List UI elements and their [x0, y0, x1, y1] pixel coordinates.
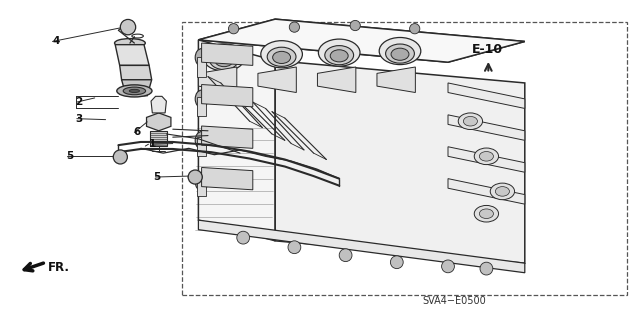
- Ellipse shape: [458, 113, 483, 130]
- Text: SVA4−E0500: SVA4−E0500: [422, 296, 486, 307]
- Polygon shape: [197, 97, 206, 116]
- Polygon shape: [377, 67, 415, 93]
- Ellipse shape: [319, 39, 360, 66]
- Polygon shape: [202, 167, 253, 190]
- Polygon shape: [198, 19, 525, 62]
- Polygon shape: [151, 96, 166, 113]
- Polygon shape: [147, 113, 171, 131]
- Ellipse shape: [474, 148, 499, 165]
- Polygon shape: [197, 137, 206, 156]
- Ellipse shape: [195, 49, 208, 66]
- Circle shape: [188, 170, 202, 184]
- Ellipse shape: [117, 85, 152, 97]
- Ellipse shape: [210, 50, 239, 70]
- Polygon shape: [202, 126, 253, 148]
- Polygon shape: [317, 67, 356, 93]
- Text: 4: 4: [52, 36, 60, 47]
- Circle shape: [410, 24, 420, 34]
- Polygon shape: [448, 83, 525, 108]
- Text: FR.: FR.: [48, 261, 70, 274]
- Ellipse shape: [195, 173, 208, 191]
- Polygon shape: [448, 147, 525, 172]
- Ellipse shape: [268, 47, 296, 66]
- Polygon shape: [448, 115, 525, 140]
- Text: 2: 2: [76, 97, 83, 107]
- Ellipse shape: [325, 46, 354, 65]
- Text: 5: 5: [154, 172, 161, 182]
- Circle shape: [480, 262, 493, 275]
- Polygon shape: [150, 131, 167, 146]
- Circle shape: [228, 24, 239, 34]
- Ellipse shape: [204, 44, 245, 71]
- Polygon shape: [258, 67, 296, 93]
- Ellipse shape: [385, 44, 415, 63]
- Text: 6: 6: [133, 127, 140, 137]
- Ellipse shape: [215, 55, 233, 67]
- Ellipse shape: [115, 39, 145, 48]
- Polygon shape: [198, 67, 237, 93]
- Circle shape: [350, 20, 360, 31]
- Circle shape: [288, 241, 301, 254]
- Text: 3: 3: [76, 114, 83, 124]
- Text: 1: 1: [148, 139, 156, 149]
- Ellipse shape: [479, 209, 493, 219]
- Circle shape: [390, 256, 403, 269]
- Ellipse shape: [195, 90, 208, 108]
- Circle shape: [113, 150, 127, 164]
- Text: E-10: E-10: [472, 43, 504, 56]
- Polygon shape: [202, 85, 253, 107]
- Circle shape: [237, 231, 250, 244]
- Text: 5: 5: [66, 151, 73, 161]
- Ellipse shape: [129, 89, 140, 93]
- Ellipse shape: [474, 205, 499, 222]
- Circle shape: [339, 249, 352, 262]
- Ellipse shape: [261, 41, 303, 68]
- Circle shape: [120, 19, 136, 35]
- Ellipse shape: [123, 87, 146, 95]
- Ellipse shape: [391, 48, 409, 60]
- Ellipse shape: [463, 116, 477, 126]
- Polygon shape: [197, 177, 206, 196]
- Polygon shape: [275, 61, 525, 263]
- Bar: [182, 22, 627, 295]
- Ellipse shape: [490, 183, 515, 200]
- Polygon shape: [120, 65, 152, 80]
- Ellipse shape: [195, 132, 208, 149]
- Polygon shape: [122, 80, 152, 96]
- Ellipse shape: [479, 152, 493, 161]
- Polygon shape: [448, 179, 525, 204]
- Polygon shape: [198, 40, 275, 241]
- Circle shape: [442, 260, 454, 273]
- Polygon shape: [198, 19, 525, 62]
- Polygon shape: [197, 57, 206, 77]
- Polygon shape: [198, 220, 525, 273]
- Ellipse shape: [273, 51, 291, 63]
- Polygon shape: [115, 45, 149, 65]
- Ellipse shape: [495, 187, 509, 196]
- Polygon shape: [202, 43, 253, 65]
- Ellipse shape: [330, 50, 348, 62]
- Ellipse shape: [379, 38, 421, 65]
- Circle shape: [289, 22, 300, 32]
